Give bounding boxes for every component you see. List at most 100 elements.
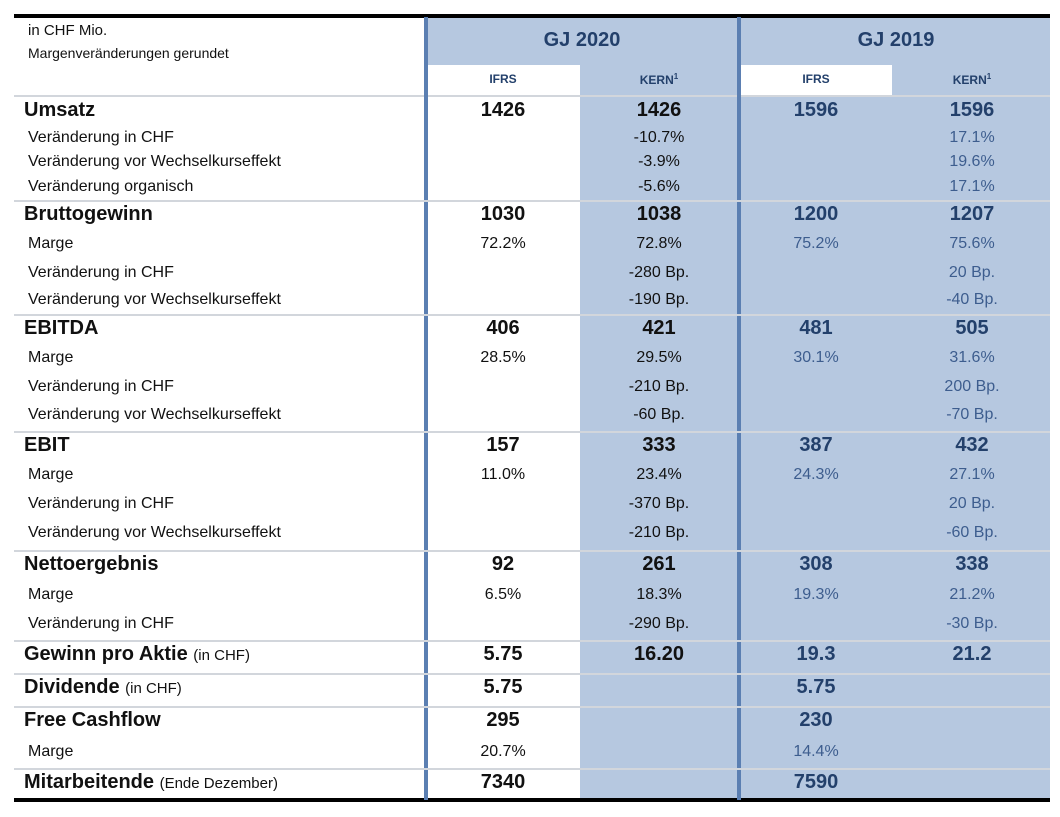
- table-cell: 308: [799, 553, 833, 575]
- row-sublabel: Marge: [28, 586, 73, 604]
- row-divider: [14, 431, 1050, 433]
- table-cell: 20 Bp.: [948, 264, 996, 281]
- table-cell: 200 Bp.: [944, 378, 1000, 395]
- table-cell: 295: [486, 709, 520, 731]
- ifrs2019-column-bg: [740, 97, 892, 800]
- row-sublabel: Marge: [28, 466, 73, 484]
- row-label-text: Veränderung in CHF: [28, 615, 174, 632]
- table-cell: 1038: [636, 203, 682, 225]
- rounding-note: Margenveränderungen gerundet: [28, 45, 229, 61]
- table-cell: -210 Bp.: [628, 524, 690, 541]
- row-divider: [14, 673, 1050, 675]
- table-cell: 23.4%: [636, 466, 682, 483]
- row-sublabel: Veränderung in CHF: [28, 129, 174, 147]
- row-label: Mitarbeitende (Ende Dezember): [24, 771, 278, 794]
- row-label-text: Mitarbeitende: [24, 771, 155, 793]
- row-label-text: Marge: [28, 743, 74, 760]
- table-cell: -370 Bp.: [628, 495, 690, 512]
- separator-left: [424, 17, 428, 800]
- table-cell: 16.20: [633, 643, 685, 665]
- table-cell: 5.75: [483, 676, 523, 698]
- row-sublabel: Veränderung in CHF: [28, 378, 174, 396]
- row-label: EBIT: [24, 434, 70, 457]
- table-cell: -280 Bp.: [628, 264, 690, 281]
- table-cell: 333: [642, 434, 676, 456]
- table-cell: 21.2%: [949, 586, 995, 603]
- table-cell: -70 Bp.: [946, 406, 998, 423]
- table-cell: 31.6%: [949, 349, 995, 366]
- row-label: Dividende (in CHF): [24, 676, 182, 699]
- table-cell: 20.7%: [480, 743, 526, 760]
- table-cell: 387: [799, 434, 833, 456]
- row-label-text: Veränderung in CHF: [28, 378, 174, 395]
- table-cell: 5.75: [483, 643, 523, 665]
- row-sublabel: Veränderung in CHF: [28, 615, 174, 633]
- table-cell: 406: [486, 317, 520, 339]
- table-cell: 481: [799, 317, 833, 339]
- row-label-text: Nettoergebnis: [24, 553, 159, 575]
- row-sublabel: Veränderung vor Wechselkurseffekt: [28, 291, 281, 309]
- table-cell: 1596: [949, 99, 995, 121]
- row-sublabel: Veränderung vor Wechselkurseffekt: [28, 153, 281, 171]
- row-label-unit: (Ende Dezember): [159, 775, 278, 792]
- table-cell: 72.8%: [636, 235, 682, 252]
- row-label: Gewinn pro Aktie (in CHF): [24, 643, 250, 666]
- table-cell: 338: [955, 553, 989, 575]
- row-label: Free Cashflow: [24, 709, 161, 732]
- year-header-2019: GJ 2019: [857, 29, 935, 51]
- table-cell: 17.1%: [949, 129, 995, 146]
- table-cell: 261: [642, 553, 676, 575]
- row-sublabel: Veränderung in CHF: [28, 264, 174, 282]
- row-divider: [14, 550, 1050, 552]
- row-divider: [14, 706, 1050, 708]
- row-label-text: Bruttogewinn: [24, 203, 153, 225]
- row-sublabel: Veränderung vor Wechselkurseffekt: [28, 406, 281, 424]
- kern-label: KERN: [952, 73, 987, 87]
- row-label-text: Marge: [28, 235, 74, 252]
- table-cell: 11.0%: [480, 466, 526, 483]
- table-cell: -290 Bp.: [628, 615, 690, 632]
- bottom-rule: [14, 798, 1050, 802]
- table-cell: 19.6%: [949, 153, 995, 170]
- gj2019-header-bg: [740, 17, 1050, 65]
- subheader-kern-2019: KERN1: [897, 72, 1047, 87]
- row-label-unit: (in CHF): [193, 647, 250, 664]
- row-label-text: Umsatz: [24, 99, 96, 121]
- unit-note: in CHF Mio.: [28, 22, 108, 39]
- row-label-text: Free Cashflow: [24, 709, 161, 731]
- row-label: Nettoergebnis: [24, 553, 158, 576]
- table-cell: 1200: [793, 203, 839, 225]
- table-cell: 1596: [793, 99, 839, 121]
- table-cell: 7340: [480, 771, 526, 793]
- top-rule: [14, 14, 1050, 18]
- table-cell: 75.6%: [949, 235, 995, 252]
- table-cell: -60 Bp.: [946, 524, 998, 541]
- table-cell: 30.1%: [793, 349, 839, 366]
- table-cell: 24.3%: [793, 466, 839, 483]
- row-label-text: Veränderung vor Wechselkurseffekt: [28, 153, 281, 170]
- table-cell: 157: [486, 434, 520, 456]
- table-cell: 1207: [949, 203, 995, 225]
- row-label-text: Veränderung in CHF: [28, 129, 174, 146]
- table-cell: -30 Bp.: [946, 615, 998, 632]
- subheader-ifrs-2020: IFRS: [489, 72, 517, 86]
- table-cell: -3.9%: [638, 153, 680, 170]
- kern-footnote: 1: [673, 72, 679, 81]
- row-label-text: Dividende: [24, 676, 120, 698]
- kern-footnote: 1: [986, 72, 992, 81]
- table-cell: 28.5%: [480, 349, 526, 366]
- row-divider: [14, 200, 1050, 202]
- table-cell: 230: [799, 709, 833, 731]
- row-label: EBITDA: [24, 317, 98, 340]
- table-cell: 18.3%: [636, 586, 682, 603]
- row-divider: [14, 640, 1050, 642]
- header-rule: [14, 95, 1050, 97]
- table-cell: 19.3: [796, 643, 836, 665]
- row-label: Umsatz: [24, 99, 95, 122]
- row-label-text: Gewinn pro Aktie: [24, 643, 188, 665]
- table-cell: 505: [955, 317, 989, 339]
- row-divider: [14, 314, 1050, 316]
- row-label-text: Veränderung vor Wechselkurseffekt: [28, 406, 281, 423]
- row-label-unit: (in CHF): [125, 680, 182, 697]
